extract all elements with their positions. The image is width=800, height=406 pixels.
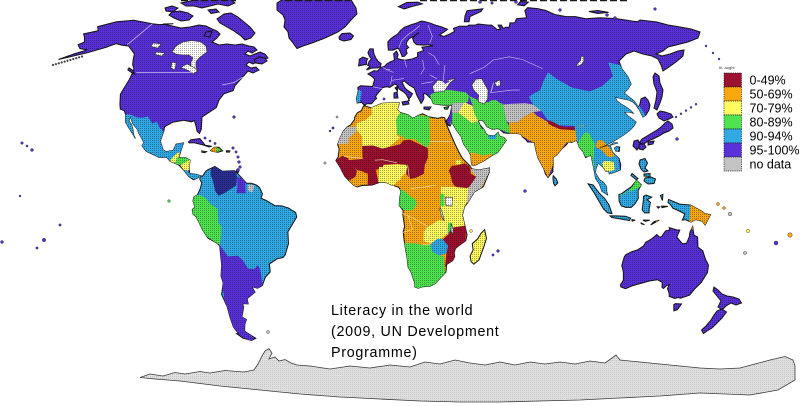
svg-text:70-79%: 70-79% — [750, 102, 793, 116]
svg-text:0-49%: 0-49% — [750, 74, 786, 88]
svg-text:50-69%: 50-69% — [750, 88, 793, 102]
svg-text:90-94%: 90-94% — [750, 130, 793, 144]
svg-text:95-100%: 95-100% — [750, 144, 800, 158]
svg-text:80-89%: 80-89% — [750, 116, 793, 130]
svg-text:th. aught: th. aught — [719, 65, 735, 70]
svg-text:no data: no data — [750, 158, 792, 172]
